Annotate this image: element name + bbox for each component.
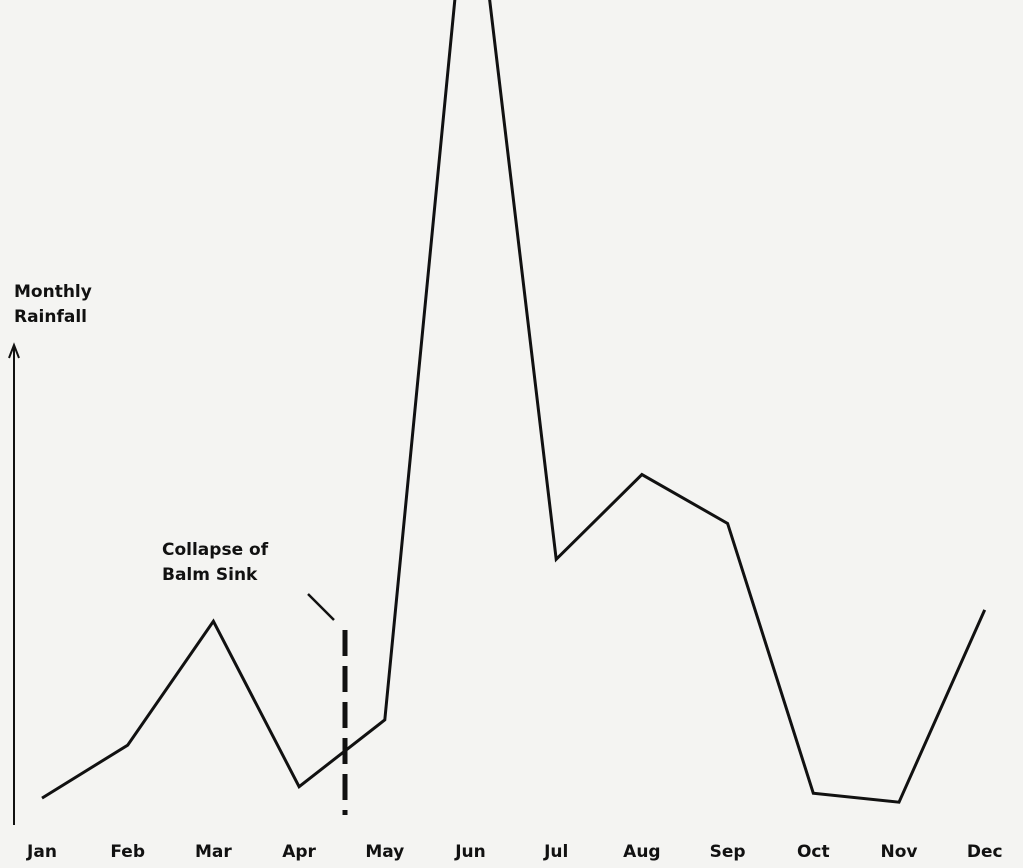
annotation: Collapse of (162, 540, 269, 560)
y-axis-arrow (8, 342, 20, 359)
x-tick-label: Oct (797, 842, 830, 862)
x-tick-label: Apr (282, 842, 316, 862)
x-tick-label: Jun (454, 842, 486, 862)
annotation: Balm Sink (162, 565, 258, 585)
data-line (41, 0, 987, 804)
y-axis-label: Monthly (14, 282, 92, 302)
x-tick-label: Jan (26, 842, 57, 862)
x-tick-label: May (365, 842, 404, 862)
x-tick-label: Sep (710, 842, 746, 862)
y-axis-label: Rainfall (14, 307, 87, 327)
x-tick-label: Mar (195, 842, 232, 862)
annotation-leader (307, 593, 335, 621)
x-tick-label: Feb (110, 842, 145, 862)
x-tick-label: Jul (543, 842, 568, 862)
x-tick-label: Aug (623, 842, 660, 862)
x-tick-label: Nov (881, 842, 918, 862)
x-tick-label: Dec (967, 842, 1003, 862)
